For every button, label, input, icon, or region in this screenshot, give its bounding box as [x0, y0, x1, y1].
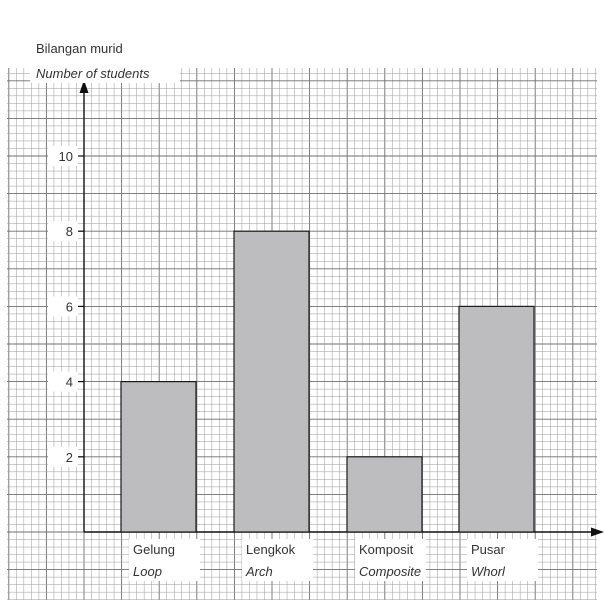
- label-backgrounds: [30, 38, 538, 581]
- category-label-bg: [467, 539, 538, 581]
- category-label: Komposit: [359, 542, 414, 557]
- category-label-en: Composite: [359, 564, 421, 579]
- y-axis-title: Bilangan murid: [36, 41, 123, 56]
- bar: [458, 305, 535, 533]
- y-tick-label-bg: [48, 371, 78, 392]
- chart-bars: [120, 230, 535, 533]
- category-label-en: Whorl: [471, 564, 506, 579]
- y-tick-label: 6: [66, 299, 73, 314]
- category-label-bg: [129, 539, 200, 581]
- y-axis-arrow: [79, 80, 89, 93]
- category-label: Lengkok: [246, 542, 296, 557]
- chart-labels: Bilangan murid Number of students 2 4 6 8 10…: [30, 38, 538, 581]
- y-tick-label-bg: [48, 221, 78, 242]
- category-label-bg: [355, 539, 426, 581]
- bar: [233, 230, 310, 533]
- y-tick-label: 2: [66, 450, 73, 465]
- category-label: Pusar: [471, 542, 506, 557]
- category-label-bg: [242, 539, 313, 581]
- y-tick-label: 10: [59, 149, 73, 164]
- y-tick-label-bg: [48, 296, 78, 317]
- category-label: Gelung: [133, 542, 175, 557]
- y-tick-label: 8: [66, 224, 73, 239]
- y-title-bg: [30, 38, 145, 58]
- y-title-en-bg: [30, 63, 180, 83]
- category-label-en: Arch: [245, 564, 273, 579]
- y-tick-label-bg: [48, 146, 78, 166]
- x-axis-arrow: [591, 527, 604, 537]
- bar: [120, 381, 197, 533]
- category-label-en: Loop: [133, 564, 162, 579]
- y-axis-title-en: Number of students: [36, 66, 150, 81]
- y-tick-label-bg: [48, 446, 78, 467]
- y-tick-label: 4: [66, 375, 73, 390]
- bar: [346, 456, 423, 533]
